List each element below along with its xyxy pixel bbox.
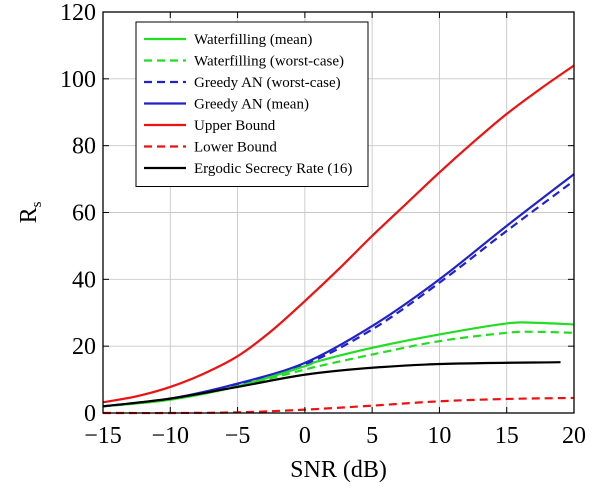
y-tick-label: 120 [60,0,96,26]
x-tick-label: −15 [84,423,122,449]
legend-label: Waterfilling (worst-case) [194,54,344,70]
x-tick-label: 15 [495,423,519,449]
y-axis-label-main: R [16,207,42,223]
series-line-greedy-an-worst-case [102,179,575,408]
y-tick-label: 0 [84,401,96,427]
y-tick-label: 100 [60,67,96,93]
legend-label: Waterfilling (mean) [194,32,312,48]
legend-label: Ergodic Secrecy Rate (16) [194,161,352,177]
series-line-waterfilling-worst-case [102,330,575,408]
x-tick-label: −10 [152,423,190,449]
y-tick-label: 80 [72,134,96,160]
legend-label: Greedy AN (mean) [194,97,309,113]
legend-label: Greedy AN (worst-case) [194,75,341,91]
legend: Waterfilling (mean) Waterfilling (worst-c… [135,21,369,187]
series-line-ergodic-secrecy-rate-16 [102,361,561,408]
tick-labels: −15 −10 −5 0 5 10 15 20 0 20 40 60 80 100 120 [60,0,586,449]
legend-label: Upper Bound [194,118,276,134]
x-tick-label: 0 [299,423,311,449]
series-layer [102,64,575,415]
y-tick-label: 20 [72,334,96,360]
x-tick-label: 20 [562,423,586,449]
y-axis-label-subscript: s [29,201,45,207]
series-line-upper-bound [102,64,575,404]
y-tick-label: 60 [72,201,96,227]
y-tick-label: 40 [72,267,96,293]
series-line-waterfilling-mean [102,321,575,408]
series-line-lower-bound [102,396,575,415]
x-axis-label: SNR (dB) [290,457,387,483]
ticks [102,11,575,414]
x-tick-label: 10 [427,423,451,449]
legend-label: Lower Bound [194,140,277,156]
x-tick-label: −5 [225,423,251,449]
y-axis-label: Rs [16,201,45,223]
x-tick-label: 5 [366,423,378,449]
